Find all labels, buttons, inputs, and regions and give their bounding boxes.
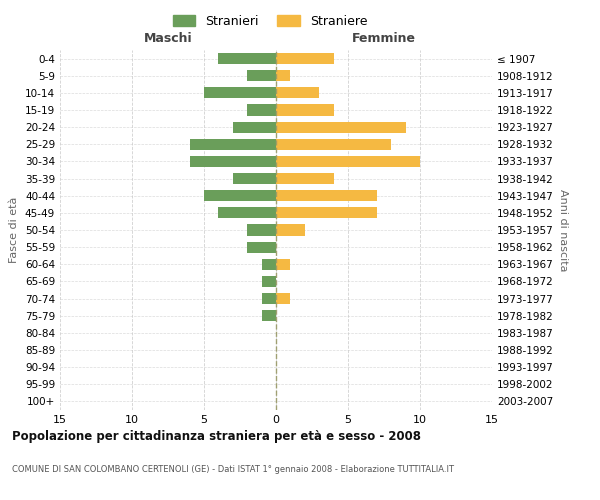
Bar: [262, 258, 276, 270]
Bar: [262, 276, 276, 287]
Bar: [276, 258, 290, 270]
Bar: [276, 208, 377, 218]
Bar: [276, 104, 334, 116]
Bar: [247, 104, 276, 116]
Text: Popolazione per cittadinanza straniera per età e sesso - 2008: Popolazione per cittadinanza straniera p…: [12, 430, 421, 443]
Text: Femmine: Femmine: [352, 32, 416, 45]
Bar: [247, 70, 276, 82]
Text: COMUNE DI SAN COLOMBANO CERTENOLI (GE) - Dati ISTAT 1° gennaio 2008 - Elaborazio: COMUNE DI SAN COLOMBANO CERTENOLI (GE) -…: [12, 465, 454, 474]
Bar: [247, 224, 276, 235]
Bar: [276, 138, 391, 150]
Bar: [247, 242, 276, 252]
Bar: [276, 173, 334, 184]
Bar: [233, 122, 276, 132]
Legend: Stranieri, Straniere: Stranieri, Straniere: [169, 11, 371, 32]
Bar: [190, 156, 276, 167]
Y-axis label: Fasce di età: Fasce di età: [10, 197, 19, 263]
Bar: [190, 138, 276, 150]
Bar: [276, 70, 290, 82]
Bar: [276, 53, 334, 64]
Bar: [204, 88, 276, 99]
Bar: [262, 310, 276, 322]
Bar: [276, 156, 420, 167]
Bar: [218, 53, 276, 64]
Bar: [276, 224, 305, 235]
Bar: [276, 88, 319, 99]
Bar: [276, 190, 377, 202]
Bar: [276, 293, 290, 304]
Bar: [276, 122, 406, 132]
Bar: [262, 293, 276, 304]
Bar: [218, 208, 276, 218]
Y-axis label: Anni di nascita: Anni di nascita: [557, 188, 568, 271]
Bar: [204, 190, 276, 202]
Text: Maschi: Maschi: [143, 32, 193, 45]
Bar: [233, 173, 276, 184]
